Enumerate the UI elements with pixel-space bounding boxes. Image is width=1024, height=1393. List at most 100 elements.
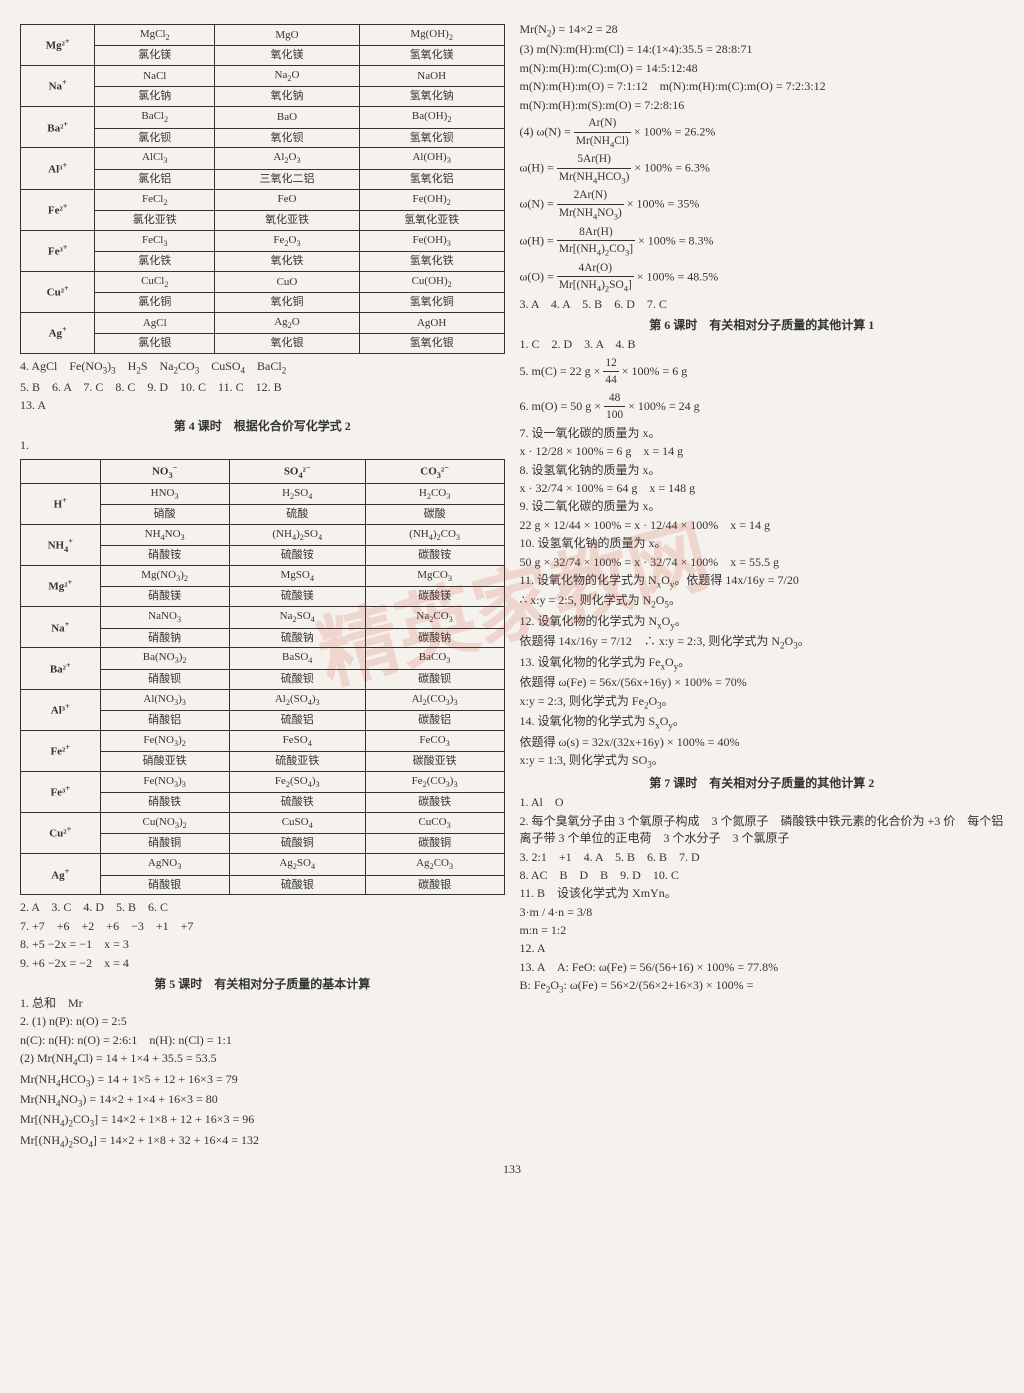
name-cell: 氢氧化银	[359, 334, 504, 354]
name-cell: 氢氧化铁	[359, 252, 504, 272]
fraction: 2Ar(N)Mr(NH4NO3)	[557, 187, 624, 222]
name-cell: 硫酸铁	[229, 793, 365, 813]
answer-line: 13. A A: FeO: ω(Fe) = 56/(56+16) × 100% …	[520, 959, 1005, 976]
formula-cell: HNO3	[100, 483, 229, 504]
formula-cell: Ba(OH)2	[359, 107, 504, 128]
formula-cell: FeSO4	[229, 730, 365, 751]
answer-line: ∴ x:y = 2:5, 则化学式为 N2O5。	[520, 592, 1005, 611]
name-cell: 氧化铁	[215, 252, 360, 272]
name-cell: 碳酸钠	[365, 628, 504, 648]
name-cell: 氧化镁	[215, 46, 360, 66]
name-cell: 氢氧化钡	[359, 128, 504, 148]
formula-cell: Ba(NO3)2	[100, 648, 229, 669]
ion-cell: Fe²+	[21, 189, 95, 230]
name-cell: 硫酸亚铁	[229, 752, 365, 772]
fraction-line: ω(O) = 4Ar(O)Mr[(NH4)2SO4] × 100% = 48.5…	[520, 260, 1005, 295]
answer-line: (3) m(N):m(H):m(Cl) = 14:(1×4):35.5 = 28…	[520, 41, 1005, 58]
name-cell: 碳酸	[365, 505, 504, 525]
ion-cell: Ag+	[21, 854, 101, 895]
header-cell: CO3²−	[365, 459, 504, 483]
name-cell: 碳酸铵	[365, 546, 504, 566]
name-cell: 硝酸钡	[100, 669, 229, 689]
ion-cell: H+	[21, 483, 101, 524]
answer-line: 8. +5 −2x = −1 x = 3	[20, 936, 505, 953]
formula-cell: H2CO3	[365, 483, 504, 504]
name-cell: 硝酸银	[100, 875, 229, 895]
ion-cell: Fe²+	[21, 730, 101, 771]
name-cell: 氢氧化亚铁	[359, 210, 504, 230]
answer-line: 2. A 3. C 4. D 5. B 6. C	[20, 899, 505, 916]
ion-cell: Ba²+	[21, 648, 101, 689]
answer-line: (2) Mr(NH4Cl) = 14 + 1×4 + 35.5 = 53.5	[20, 1050, 505, 1069]
formula-cell: Cu(NO3)2	[100, 813, 229, 834]
ion-cell: Na+	[21, 66, 95, 107]
name-cell: 硝酸镁	[100, 587, 229, 607]
name-cell: 氯化镁	[95, 46, 215, 66]
formula-cell: Mg(OH)2	[359, 25, 504, 46]
fraction-line: 5. m(C) = 22 g × 1244 × 100% = 6 g	[520, 355, 1005, 389]
name-cell: 氢氧化铜	[359, 293, 504, 313]
ion-cell: Cu²+	[21, 813, 101, 854]
formula-cell: CuSO4	[229, 813, 365, 834]
formula-cell: FeCO3	[365, 730, 504, 751]
answer-line: 2. 每个臭氧分子由 3 个氧原子构成 3 个氮原子 磷酸铁中铁元素的化合价为 …	[520, 813, 1005, 848]
answer-line: 1. C 2. D 3. A 4. B	[520, 336, 1005, 353]
answer-line: Mr[(NH4)2SO4] = 14×2 + 1×8 + 32 + 16×4 =…	[20, 1132, 505, 1151]
formula-cell: Fe(NO3)3	[100, 771, 229, 792]
name-cell: 碳酸亚铁	[365, 752, 504, 772]
formula-cell: NH4NO3	[100, 524, 229, 545]
answer-line: m(N):m(H):m(O) = 7:1:12 m(N):m(H):m(C):m…	[520, 78, 1005, 95]
name-cell: 硫酸铝	[229, 710, 365, 730]
formula-cell: Fe(NO3)2	[100, 730, 229, 751]
name-cell: 硝酸铵	[100, 546, 229, 566]
fraction: 1244	[603, 355, 618, 389]
answer-line: 13. 设氧化物的化学式为 FexOy。	[520, 654, 1005, 673]
fraction: Ar(N)Mr(NH4Cl)	[574, 115, 631, 150]
right-block-a: Mr(N2) = 14×2 = 28(3) m(N):m(H):m(Cl) = …	[520, 21, 1005, 114]
formula-cell: Al2(CO3)3	[365, 689, 504, 710]
name-cell: 碳酸镁	[365, 587, 504, 607]
ion-cell: Al³+	[21, 689, 101, 730]
formula-cell: AlCl3	[95, 148, 215, 169]
formula-cell: BaCl2	[95, 107, 215, 128]
formula-cell: Ag2O	[215, 313, 360, 334]
fraction: 4Ar(O)Mr[(NH4)2SO4]	[557, 260, 634, 295]
formula-cell: CuCO3	[365, 813, 504, 834]
ion-cell: Ag+	[21, 313, 95, 354]
formula-cell: Al(OH)3	[359, 148, 504, 169]
answer-line: 12. 设氧化物的化学式为 NxOy。	[520, 613, 1005, 632]
name-cell: 硫酸铜	[229, 834, 365, 854]
formula-cell: AgCl	[95, 313, 215, 334]
answer-line: 11. B 设该化学式为 XmYn。	[520, 885, 1005, 902]
formula-cell: Fe2O3	[215, 230, 360, 251]
fraction-line: ω(N) = 2Ar(N)Mr(NH4NO3) × 100% = 35%	[520, 187, 1005, 222]
section-7-title: 第 7 课时 有关相对分子质量的其他计算 2	[520, 774, 1005, 791]
name-cell: 硫酸镁	[229, 587, 365, 607]
name-cell: 碳酸铝	[365, 710, 504, 730]
answer-line: 9. 设二氧化碳的质量为 x。	[520, 498, 1005, 515]
name-cell: 硝酸铝	[100, 710, 229, 730]
answer-line: Mr[(NH4)2CO3] = 14×2 + 1×8 + 12 + 16×3 =…	[20, 1111, 505, 1130]
answer-line: 7. 设一氧化碳的质量为 x。	[520, 425, 1005, 442]
formula-cell: Al2O3	[215, 148, 360, 169]
name-cell: 氢氧化镁	[359, 46, 504, 66]
answer-line: 依题得 ω(s) = 32x/(32x+16y) × 100% = 40%	[520, 734, 1005, 751]
formula-cell: FeCl3	[95, 230, 215, 251]
name-cell: 氢氧化钠	[359, 87, 504, 107]
name-cell: 氧化钡	[215, 128, 360, 148]
ion-cell: Na+	[21, 607, 101, 648]
answer-line: 8. 设氢氧化钠的质量为 x。	[520, 462, 1005, 479]
formula-cell: Ag2SO4	[229, 854, 365, 875]
ion-cell: Cu²+	[21, 271, 95, 312]
right-column: Mr(N2) = 14×2 = 28(3) m(N):m(H):m(Cl) = …	[520, 20, 1005, 1152]
formula-cell: FeCl2	[95, 189, 215, 210]
formula-cell: MgO	[215, 25, 360, 46]
name-cell: 硫酸银	[229, 875, 365, 895]
name-cell: 碳酸银	[365, 875, 504, 895]
name-cell: 硝酸	[100, 505, 229, 525]
fraction: 8Ar(H)Mr[(NH4)2CO3]	[557, 224, 635, 259]
answer-line: m:n = 1:2	[520, 922, 1005, 939]
name-cell: 氢氧化铝	[359, 169, 504, 189]
answer-line: 7. +7 +6 +2 +6 −3 +1 +7	[20, 918, 505, 935]
name-cell: 氯化铁	[95, 252, 215, 272]
